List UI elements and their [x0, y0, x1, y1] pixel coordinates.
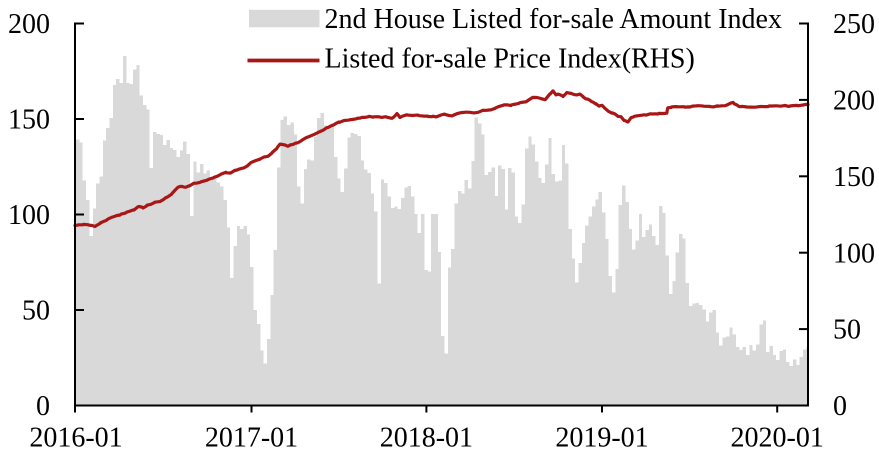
svg-text:50: 50: [22, 296, 50, 327]
svg-text:2016-01: 2016-01: [29, 423, 122, 454]
svg-text:Listed for-sale Price Index(RH: Listed for-sale Price Index(RHS): [325, 44, 695, 75]
svg-text:50: 50: [833, 315, 861, 346]
svg-text:2nd House Listed for-sale Amou: 2nd House Listed for-sale Amount Index: [325, 4, 782, 35]
svg-text:150: 150: [8, 105, 50, 136]
svg-text:100: 100: [8, 200, 50, 231]
svg-text:2020-01: 2020-01: [731, 423, 824, 454]
svg-text:0: 0: [36, 391, 50, 422]
svg-text:0: 0: [833, 391, 847, 422]
svg-text:150: 150: [833, 162, 875, 193]
svg-text:200: 200: [8, 9, 50, 40]
svg-text:2018-01: 2018-01: [380, 423, 473, 454]
svg-text:2017-01: 2017-01: [205, 423, 298, 454]
svg-text:250: 250: [833, 9, 875, 40]
svg-text:200: 200: [833, 86, 875, 117]
svg-text:100: 100: [833, 238, 875, 269]
svg-text:2019-01: 2019-01: [555, 423, 648, 454]
